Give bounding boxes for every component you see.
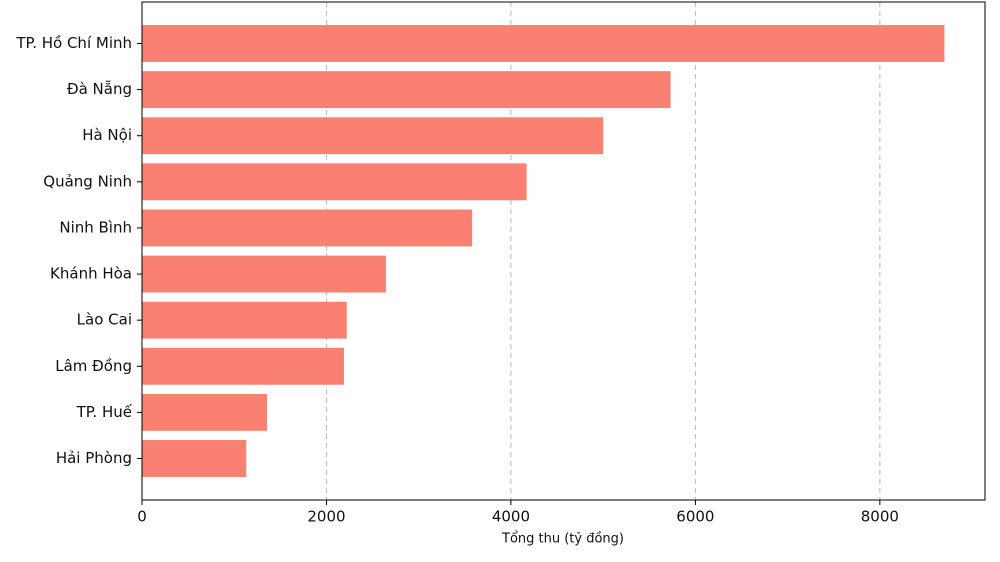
x-tick-label: 8000 (861, 508, 899, 526)
bar (142, 71, 671, 109)
y-tick-label: Lâm Đồng (55, 357, 132, 375)
bar (142, 255, 386, 293)
x-tick-label: 4000 (492, 508, 530, 526)
y-tick-label: Ninh Bình (59, 218, 132, 236)
bar (142, 25, 945, 62)
y-tick-label: Hải Phòng (56, 449, 132, 467)
y-tick-label: Quảng Ninh (43, 172, 132, 190)
x-tick-label: 6000 (676, 508, 714, 526)
y-tick-label: Lào Cai (77, 311, 132, 329)
x-axis-label: Tổng thu (tỷ đồng) (501, 532, 624, 547)
bar (142, 347, 344, 385)
plot-frame (141, 1, 986, 501)
bar (142, 301, 347, 339)
y-tick-label: Đà Nẵng (67, 80, 132, 98)
y-tick-label: Hà Nội (82, 126, 132, 144)
bar (142, 163, 527, 201)
x-tick-label: 0 (137, 508, 147, 526)
bar (142, 440, 247, 477)
bar (142, 393, 267, 431)
y-tick-label: TP. Huế (76, 403, 133, 421)
bar (142, 117, 604, 155)
bar (142, 209, 473, 247)
x-tick-label: 2000 (307, 508, 345, 526)
y-tick-label: TP. Hồ Chí Minh (15, 34, 132, 52)
y-tick-label: Khánh Hòa (50, 265, 132, 283)
